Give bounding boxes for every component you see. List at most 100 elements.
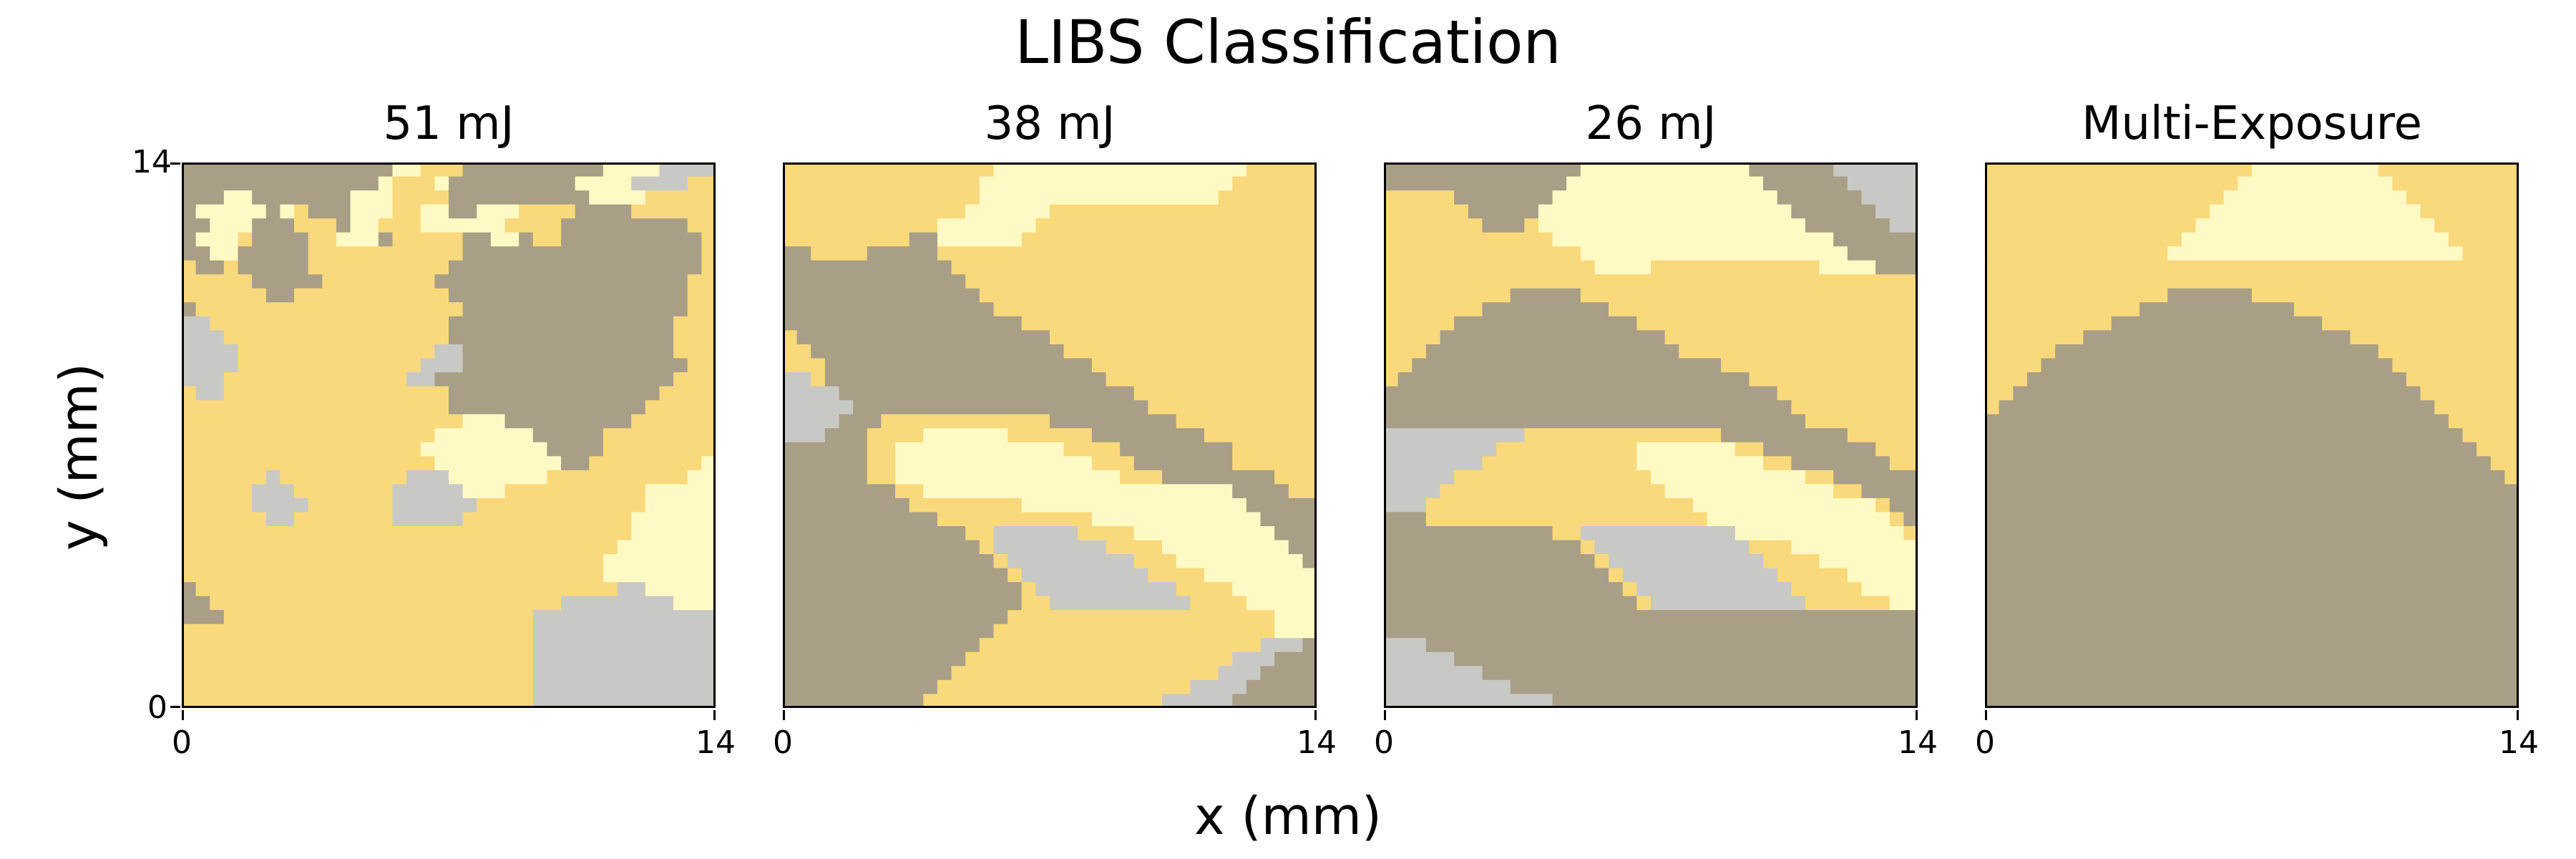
class-cell-run — [1985, 400, 2000, 415]
class-cell-run — [783, 484, 896, 499]
class-cell-run — [1985, 568, 2519, 583]
class-cell-run — [238, 358, 421, 373]
class-cell-run — [462, 232, 492, 247]
class-cell-run — [1985, 358, 2042, 373]
class-cell-run — [783, 679, 938, 695]
class-cell-run — [392, 484, 464, 499]
class-cell-run — [308, 204, 351, 219]
class-cell-run — [420, 162, 464, 178]
y-axis-label: y (mm) — [49, 363, 109, 550]
class-cell-run — [434, 428, 534, 443]
class-cell-run — [561, 456, 590, 471]
class-cell-run — [182, 162, 394, 178]
class-cell-run — [350, 190, 394, 205]
class-cell-run — [532, 428, 604, 443]
class-cell-run — [2167, 246, 2464, 261]
class-cell-run — [701, 232, 716, 247]
class-cell-run — [561, 218, 688, 233]
class-cell-run — [182, 190, 225, 205]
class-cell-run — [477, 498, 646, 513]
class-cell-run — [1861, 582, 1918, 597]
class-cell-run — [783, 218, 938, 233]
class-cell-run — [1622, 582, 1637, 597]
class-cell-run — [993, 623, 1275, 639]
class-cell-run — [1833, 232, 1918, 247]
class-cell-run — [1847, 428, 1918, 443]
class-cell-run — [1985, 176, 2238, 191]
class-cell-run — [1833, 470, 1918, 485]
class-cell-run — [378, 218, 421, 233]
class-cell-run — [1791, 540, 1918, 555]
class-cell-run — [449, 316, 674, 331]
class-cell-run — [1050, 596, 1191, 611]
class-cell-run — [1861, 484, 1918, 499]
class-cell-run — [1218, 666, 1262, 681]
class-cell-run — [1008, 428, 1093, 443]
class-cell-run — [687, 288, 716, 303]
class-cell-run — [1985, 638, 2519, 653]
class-cell-run — [195, 302, 464, 317]
class-cell-run — [1232, 176, 1317, 191]
class-cell-run — [1875, 498, 1890, 513]
class-cell-run — [589, 190, 646, 205]
classification-map — [783, 162, 1317, 708]
class-cell-run — [1861, 190, 1918, 205]
class-cell-run — [1384, 176, 1567, 191]
class-cell-run — [2350, 330, 2519, 345]
class-cell-run — [1692, 498, 1876, 513]
class-cell-run — [1232, 456, 1317, 471]
class-cell-run — [195, 582, 618, 597]
class-cell-run — [1274, 623, 1317, 639]
class-cell-run — [783, 204, 966, 219]
class-cell-run — [195, 386, 225, 401]
x-tick-mark — [713, 710, 716, 720]
class-cell-run — [462, 358, 688, 373]
x-tick-mark — [2517, 710, 2519, 720]
class-cell-run — [1440, 484, 1666, 499]
class-cell-run — [182, 638, 534, 653]
class-cell-run — [783, 414, 840, 429]
class-cell-run — [895, 470, 1121, 485]
class-cell-run — [993, 554, 1008, 569]
class-cell-run — [532, 666, 716, 681]
class-cell-run — [420, 218, 506, 233]
class-cell-run — [673, 596, 716, 611]
class-cell-run — [783, 386, 840, 401]
class-cell-run — [547, 470, 688, 485]
class-cell-run — [462, 302, 688, 317]
class-cell-run — [1468, 204, 1539, 219]
class-cell-run — [1524, 428, 1722, 443]
class-cell-run — [1162, 470, 1275, 485]
class-cell-run — [1636, 582, 1792, 597]
class-cell-run — [280, 470, 407, 485]
class-cell-run — [783, 498, 910, 513]
class-cell-run — [687, 302, 716, 317]
class-cell-run — [1384, 386, 1778, 401]
class-cell-run — [1903, 512, 1918, 527]
class-cell-run — [631, 414, 716, 429]
class-cell-run — [1091, 358, 1317, 373]
class-cell-run — [783, 651, 966, 666]
class-cell-run — [210, 316, 449, 331]
class-cell-run — [824, 428, 868, 443]
class-cell-run — [1148, 568, 1205, 583]
class-cell-run — [182, 400, 449, 415]
class-cell-run — [2406, 372, 2519, 387]
class-cell-run — [909, 232, 938, 247]
class-cell-run — [1791, 400, 1918, 415]
panel-title: Multi-Exposure — [2082, 97, 2422, 150]
class-cell-run — [965, 274, 1317, 289]
class-cell-run — [1985, 218, 2197, 233]
class-cell-run — [937, 218, 1036, 233]
class-cell-run — [1985, 260, 2519, 275]
class-cell-run — [1384, 162, 1581, 178]
class-cell-run — [2420, 386, 2519, 401]
class-cell-run — [252, 218, 295, 233]
class-cell-run — [1985, 274, 2519, 289]
class-cell-run — [1302, 638, 1317, 653]
class-cell-run — [1889, 218, 1918, 233]
class-cell-run — [783, 288, 980, 303]
class-cell-run — [2195, 218, 2435, 233]
class-cell-run — [951, 260, 1317, 275]
class-cell-run — [937, 512, 1093, 527]
